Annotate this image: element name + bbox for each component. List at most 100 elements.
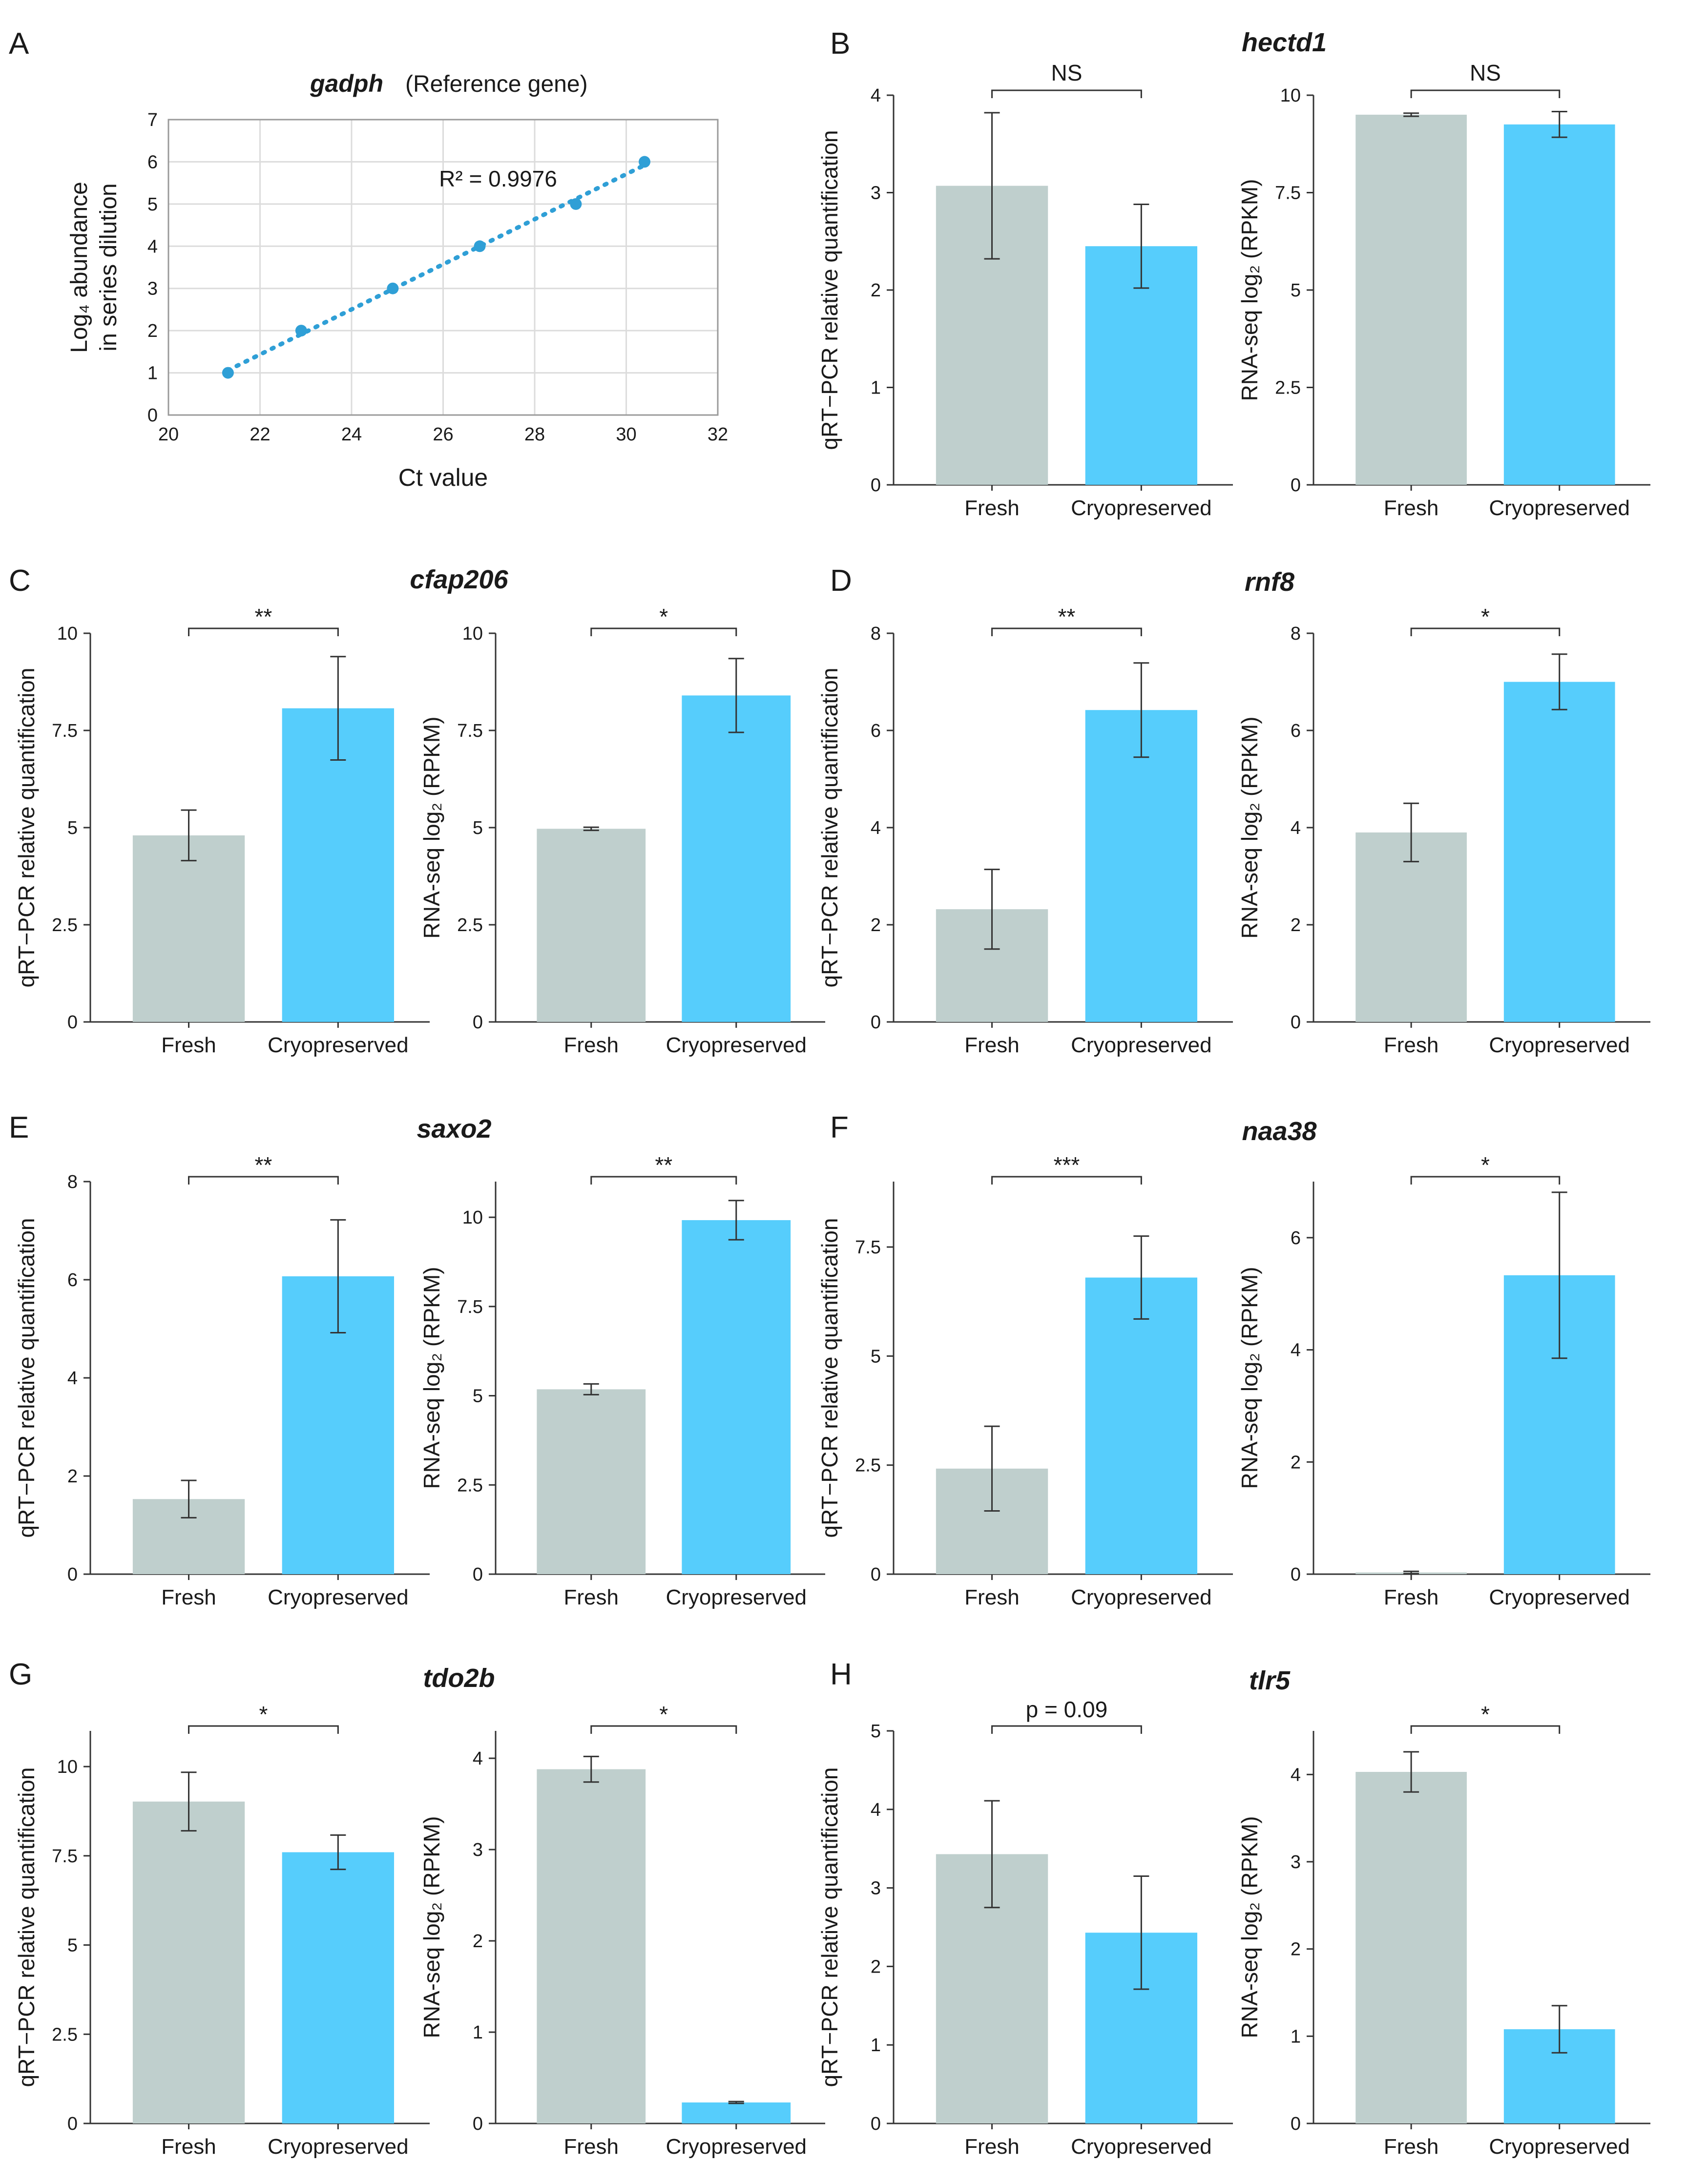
y-tick-label: 6	[1291, 721, 1301, 741]
y-tick-label: 10	[462, 624, 483, 644]
x-tick-label: Cryopreserved	[1489, 2135, 1630, 2159]
y-tick-label: 2	[67, 1466, 78, 1487]
y-axis-label-line1: Log₄ abundance	[66, 182, 92, 353]
y-axis-label: RNA-seq log₂ (RPKM)	[1237, 1267, 1262, 1489]
significance-bracket	[188, 1176, 339, 1185]
panel-label-c: C	[9, 564, 31, 598]
y-tick-label: 3	[147, 279, 158, 299]
x-tick-label: Cryopreserved	[268, 1585, 409, 1609]
x-tick-label: Fresh	[964, 496, 1019, 520]
y-tick-label: 5	[871, 1346, 881, 1367]
y-tick-label: 4	[1291, 818, 1301, 838]
y-tick-label: 6	[871, 721, 881, 741]
y-tick-label: 3	[871, 1878, 881, 1899]
y-tick-label: 10	[462, 1207, 483, 1228]
panel-g-tdo2b-bar-chart-rnaseq: 0 1 2 3 4 Fresh Cryopreserved * RNA-seq log₂ (RP…	[419, 1702, 825, 2159]
significance-label: *	[1481, 604, 1490, 629]
x-tick-label: Fresh	[964, 1585, 1019, 1609]
panel-label-h: H	[830, 1658, 852, 1691]
bar-cryopreserved	[1503, 682, 1615, 1022]
y-tick-label: 1	[473, 2022, 483, 2043]
y-tick-label: 5	[473, 1386, 483, 1407]
y-tick-label: 0	[1291, 2114, 1301, 2134]
x-tick-label: Cryopreserved	[666, 2135, 807, 2159]
x-tick-label: Fresh	[161, 1033, 216, 1057]
x-tick-label: Cryopreserved	[666, 1033, 807, 1057]
x-tick-label: 24	[341, 424, 362, 445]
significance-label: ***	[1054, 1152, 1080, 1178]
y-tick-label: 8	[1291, 624, 1301, 644]
x-tick-label: 30	[616, 424, 636, 445]
significance-label: p = 0.09	[1026, 1697, 1108, 1722]
y-tick-label: 7.5	[855, 1237, 881, 1258]
y-tick-label: 6	[147, 152, 158, 172]
y-tick-label: 8	[67, 1172, 78, 1192]
y-axis-label: qRT−PCR relative quantification	[14, 1768, 39, 2087]
y-tick-label: 1	[871, 2035, 881, 2056]
y-tick-label: 0	[871, 1012, 881, 1033]
panel-c-cfap206-bar-chart-qrt: 0 2.5 5 7.5 10 Fresh Cryopreserved ** qRT−PCR re…	[14, 604, 430, 1057]
significance-bracket	[590, 1725, 737, 1734]
gene-title-rnf8: rnf8	[1245, 567, 1294, 597]
panel-label-e: E	[9, 1111, 29, 1144]
bar-fresh	[132, 835, 245, 1022]
bar-fresh	[1355, 1771, 1467, 2123]
x-tick-label: Cryopreserved	[1071, 1585, 1212, 1609]
y-tick-label: 2	[1291, 1939, 1301, 1960]
chart-title: gadph	[310, 70, 383, 97]
bar-cryopreserved	[682, 2102, 791, 2123]
bar-cryopreserved	[1503, 124, 1615, 485]
bar-fresh	[1355, 832, 1467, 1022]
y-tick-label: 2.5	[52, 2024, 78, 2045]
data-point	[474, 240, 486, 252]
panel-h-tlr5-bar-chart-qrt: 0 1 2 3 4 5 Fresh Cryopreserved p = 0.09 qRT−PCR …	[817, 1697, 1233, 2159]
significance-label: **	[255, 604, 272, 629]
significance-label: *	[259, 1702, 268, 1727]
significance-label: NS	[1470, 60, 1501, 85]
x-tick-label: 26	[433, 424, 453, 445]
data-point	[295, 325, 307, 337]
x-tick-label: Fresh	[1384, 1585, 1438, 1609]
y-tick-label: 10	[57, 1757, 78, 1777]
y-tick-label: 8	[871, 624, 881, 644]
y-tick-label: 7.5	[52, 721, 78, 741]
r-squared-annotation: R² = 0.9976	[439, 166, 557, 191]
panel-f-naa38-bar-chart-qrt: 0 2.5 5 7.5 Fresh Cryopreserved *** qRT−PCR rel…	[817, 1152, 1233, 1609]
x-tick-label: Fresh	[564, 1585, 619, 1609]
y-tick-label: 1	[871, 378, 881, 398]
panel-d-rnf8-bar-chart-qrt: 0 2 4 6 8 Fresh Cryopreserved ** qRT−PCR relativ…	[817, 604, 1233, 1057]
y-tick-label: 1	[1291, 2026, 1301, 2047]
x-tick-label: Fresh	[1384, 2135, 1438, 2159]
y-tick-label: 0	[871, 475, 881, 496]
significance-bracket	[1410, 627, 1561, 636]
panel-e-saxo2-bar-chart-rnaseq: 0 2.5 5 7.5 10 Fresh Cryopreserved ** RNA-seq lo…	[419, 1152, 825, 1609]
x-tick-label: Cryopreserved	[1071, 2135, 1212, 2159]
panel-f-naa38-bar-chart-rnaseq: 0 2 4 6 Fresh Cryopreserved * RNA-seq log₂ (RPK…	[1237, 1152, 1650, 1609]
panel-label-a: A	[9, 27, 29, 61]
significance-label: **	[655, 1152, 672, 1178]
x-tick-label: 28	[524, 424, 545, 445]
data-point	[387, 282, 399, 294]
x-tick-label: Cryopreserved	[1489, 1585, 1630, 1609]
y-tick-label: 5	[871, 1721, 881, 1742]
y-tick-label: 4	[473, 1748, 483, 1769]
panel-g-tdo2b-bar-chart-qrt: 0 2.5 5 7.5 10 Fresh Cryopreserved * qRT−PCR rel…	[14, 1702, 430, 2159]
y-tick-label: 7.5	[457, 721, 483, 741]
x-tick-label: Cryopreserved	[268, 1033, 409, 1057]
x-tick-label: Fresh	[161, 2135, 216, 2159]
plot-frame	[167, 119, 719, 416]
y-tick-label: 4	[871, 85, 881, 106]
y-axis-label: qRT−PCR relative quantification	[817, 1218, 842, 1538]
y-tick-label: 4	[1291, 1340, 1301, 1361]
y-tick-label: 2	[871, 915, 881, 936]
y-tick-label: 5	[1291, 280, 1301, 301]
x-tick-label: Fresh	[964, 1033, 1019, 1057]
x-tick-label: Fresh	[964, 2135, 1019, 2159]
x-tick-label: Cryopreserved	[1071, 1033, 1212, 1057]
x-tick-label: 32	[708, 424, 728, 445]
y-axis-label: qRT−PCR relative quantification	[817, 668, 842, 988]
chart-subtitle: (Reference gene)	[405, 71, 588, 97]
x-tick-label: Cryopreserved	[1071, 496, 1212, 520]
